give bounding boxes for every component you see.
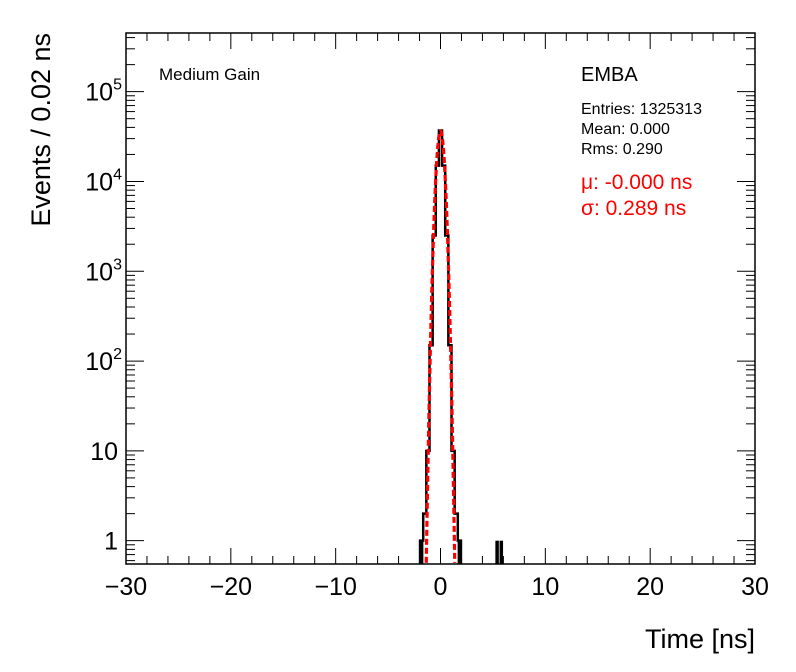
- y-tick-label: 104: [85, 166, 122, 196]
- y-tick-label: 102: [85, 346, 122, 376]
- stats-entries: Entries: 1325313: [581, 101, 702, 118]
- y-axis-title: Events / 0.02 ns: [26, 33, 56, 227]
- partition-label: EMBA: [581, 64, 638, 86]
- fit-mu-label: μ: -0.000 ns: [581, 171, 692, 194]
- y-tick-label: 1: [104, 528, 118, 556]
- stats-mean: Mean: 0.000: [581, 121, 670, 138]
- x-tick-label: 20: [636, 573, 664, 601]
- x-tick-label: 0: [434, 573, 448, 601]
- gaussian-fit-curve: [424, 129, 457, 563]
- y-tick-label: 103: [85, 256, 122, 286]
- y-tick-label: 10: [90, 438, 118, 466]
- x-tick-label: −20: [210, 573, 252, 601]
- gain-label: Medium Gain: [159, 65, 260, 84]
- histogram-series: [418, 129, 504, 564]
- x-tick-label: 10: [531, 573, 559, 601]
- fit-sigma-label: σ: 0.289 ns: [581, 197, 686, 220]
- x-tick-label: 30: [741, 573, 769, 601]
- x-tick-label: −30: [105, 573, 147, 601]
- x-axis-title: Time [ns]: [645, 624, 755, 654]
- y-tick-label: 105: [85, 77, 122, 107]
- stats-rms: Rms: 0.290: [581, 141, 663, 158]
- x-tick-label: −10: [314, 573, 356, 601]
